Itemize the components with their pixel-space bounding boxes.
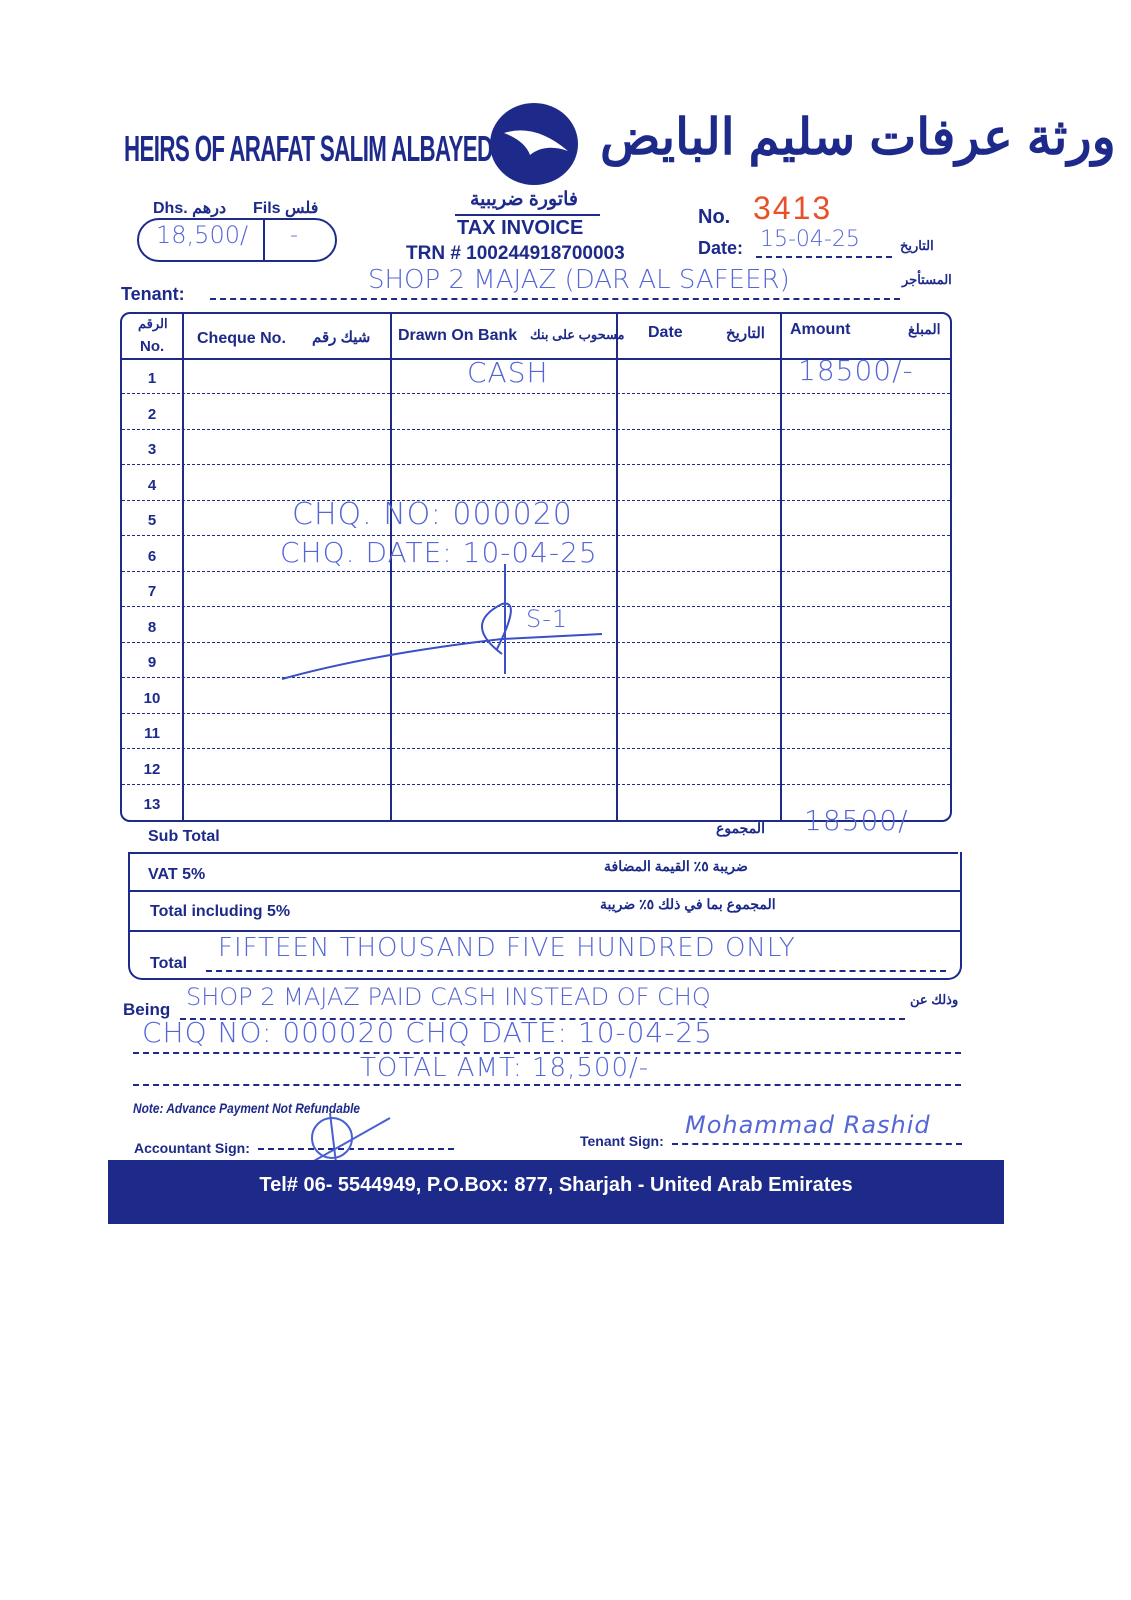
row-number: 8 [147,618,157,636]
table-row-line [122,783,950,785]
vat-row: VAT 5% ضريبة ٥٪ القيمة المضافة [128,852,962,892]
row-number: 5 [147,512,157,529]
tenant-sign-label: Tenant Sign: [580,1133,664,1149]
cheque-note-no: CHQ. NO: 000020 [292,497,573,532]
table-row-line [122,641,950,643]
header-amount-ar: المبلغ [908,321,941,337]
total-label: Total [150,955,188,972]
tenant-value: SHOP 2 MAJAZ (DAR AL SAFEER) [368,265,790,295]
table-row-line [122,499,950,501]
dhs-value: 18,500/ [156,221,249,249]
header-amount: Amount [790,321,851,338]
fils-value: - [290,223,299,248]
subtotal-value: 18500/ [804,804,909,837]
company-name-ar: ورثة عرفات سليم البايض [600,109,1116,165]
row-number: 7 [147,583,157,600]
row-number: 12 [143,760,161,778]
company-name-en: HEIRS OF ARAFAT SALIM ALBAYEDH [124,128,509,169]
row-number: 2 [147,405,157,423]
table-row-line [122,712,950,714]
vat-label: VAT 5% [148,866,206,883]
cheque-table: الرقم No. Cheque No. شيك رقم Drawn On Ba… [120,312,952,822]
row-number: 3 [147,441,157,458]
signature-text: S-1 [526,605,569,633]
table-row-line [122,677,950,678]
being-line3: TOTAL AMT: 18,500/- [360,1053,650,1083]
row-number: 9 [147,654,157,671]
header-bank-ar: مسحوب على بنك [530,327,625,342]
eagle-logo-icon [490,103,578,185]
row-number: 1 [147,370,157,387]
header-cheque-ar: شيك رقم [312,329,371,346]
subtotal-label: Sub Total [148,828,220,845]
dhs-label: Dhs. درهم [153,200,227,217]
total-words: FIFTEEN THOUSAND FIVE HUNDRED ONLY [218,933,796,963]
date-label: Date: [698,238,744,258]
subtotal-ar: المجموع [716,820,765,836]
total-row: Total FIFTEEN THOUSAND FIVE HUNDRED ONLY [128,930,962,980]
row-number: 13 [143,796,161,813]
tenant-signature: Mohammad Rashid [685,1111,931,1139]
tenant-label: Tenant: [121,284,185,304]
invoice-no: 3413 [753,190,833,226]
row-number: 4 [147,476,157,494]
total-incl-label: Total including 5% [150,903,291,920]
header-date: Date [648,324,683,341]
header-no-ar: الرقم [138,316,168,331]
header-bank: Drawn On Bank [398,327,518,344]
header-date-ar: التاريخ [726,325,765,342]
being-line1: SHOP 2 MAJAZ PAID CASH INSTEAD OF CHQ [186,983,711,1011]
trn: TRN # 100244918700003 [406,243,625,264]
being-line2: CHQ NO: 000020 CHQ DATE: 10-04-25 [142,1016,713,1049]
header-cheque: Cheque No. [197,330,286,347]
accountant-signature-icon [304,1112,391,1167]
date-value: 15-04-25 [760,227,860,252]
row-number: 6 [147,547,157,565]
amount-box [137,218,337,262]
accountant-sign-label: Accountant Sign: [134,1140,250,1156]
being-label-ar: وذلك عن [910,992,959,1007]
invoice-no-label: No. [698,206,731,228]
table-row-line [122,428,950,430]
row1-bank: CASH [467,356,549,389]
row-number: 10 [143,689,161,707]
subtotal-row: Sub Total المجموع 18500/ [128,805,958,854]
total-incl-ar: المجموع بما في ذلك ٥٪ ضريبة [600,896,776,912]
vat-ar: ضريبة ٥٪ القيمة المضافة [604,858,748,874]
being-label: Being [123,1000,171,1019]
tenant-label-ar: المستأجر [902,272,952,287]
title-ar: فاتورة ضريبية [470,189,578,210]
table-row-line [122,464,950,465]
header-no: No. [140,338,165,355]
footer-bar: Tel# 06- 5544949, P.O.Box: 877, Sharjah … [108,1160,1004,1224]
table-row-line [122,570,950,572]
cheque-note-date: CHQ. DATE: 10-04-25 [280,536,598,569]
table-row-line [122,393,950,394]
table-row-line [122,535,950,536]
signature-scribble-icon [281,564,603,680]
table-row-line [122,606,950,607]
table-row-line [122,748,950,749]
fils-label: Fils فلس [253,200,319,217]
note: Note: Advance Payment Not Refundable [133,1100,361,1116]
title-en: TAX INVOICE [457,217,584,239]
row1-amount: 18500/- [798,354,914,387]
total-incl-row: Total including 5% المجموع بما في ذلك ٥٪… [128,890,962,932]
row-number: 11 [144,725,160,742]
date-label-ar: التاريخ [900,238,934,253]
